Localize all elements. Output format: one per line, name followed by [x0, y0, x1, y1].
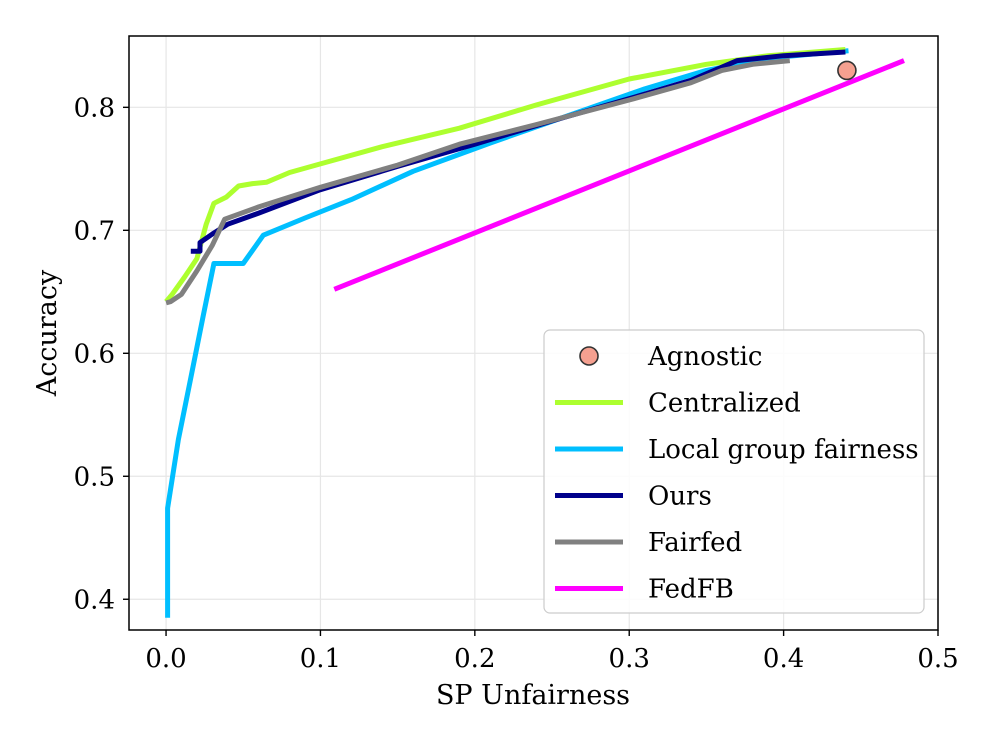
series-line-fedfb — [333, 58, 905, 292]
legend-label-ours: Ours — [648, 482, 712, 512]
legend-frame — [543, 329, 925, 614]
legend-label-agnostic: Agnostic — [647, 342, 763, 372]
series-line-fairfed — [165, 58, 791, 306]
legend-marker-agnostic — [579, 346, 599, 366]
y-axis-ticks: 0.4 0.5 0.6 0.7 0.8 — [74, 93, 129, 615]
plot-frame — [128, 35, 939, 631]
x-tick-label-2: 0.2 — [454, 644, 495, 674]
legend: Agnostic Centralized Local group fairness O… — [543, 329, 925, 614]
y-tick-label-1: 0.5 — [74, 462, 115, 492]
y-tick-label-3: 0.7 — [74, 216, 115, 246]
legend-label-centralized: Centralized — [648, 389, 801, 419]
y-tick-label-0: 0.4 — [74, 585, 115, 615]
series-line-local-group-fairness — [165, 48, 849, 618]
legend-label-fairfed: Fairfed — [648, 528, 742, 558]
point-agnostic — [837, 60, 857, 81]
legend-label-local-group-fairness: Local group fairness — [648, 435, 919, 465]
x-tick-label-5: 0.5 — [917, 644, 958, 674]
y-tick-label-2: 0.6 — [74, 339, 115, 369]
x-tick-label-0: 0.0 — [145, 644, 186, 674]
series-lines — [164, 47, 905, 618]
y-tick-label-4: 0.8 — [74, 93, 115, 123]
y-axis-label: Accuracy — [32, 269, 63, 397]
x-tick-label-1: 0.1 — [300, 644, 341, 674]
legend-label-fedfb: FedFB — [648, 575, 734, 605]
x-tick-label-4: 0.4 — [763, 644, 804, 674]
x-axis-ticks: 0.0 0.1 0.2 0.3 0.4 0.5 — [145, 630, 959, 674]
x-tick-label-3: 0.3 — [609, 644, 650, 674]
series-line-centralized — [164, 47, 846, 304]
scatter-points — [837, 60, 857, 81]
series-line-ours — [190, 49, 846, 254]
x-axis-label: SP Unfairness — [436, 680, 630, 711]
